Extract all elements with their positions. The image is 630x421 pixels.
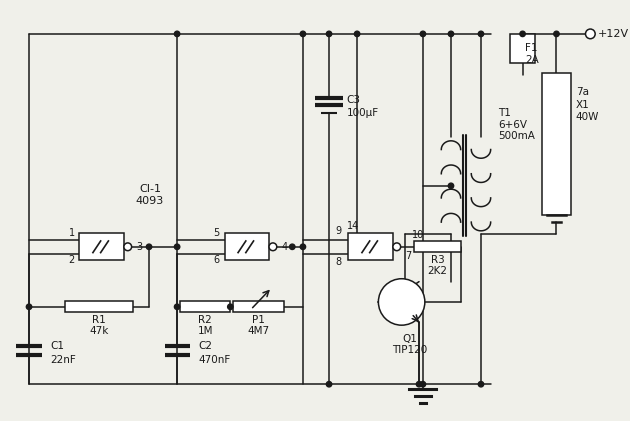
Circle shape [420, 381, 426, 387]
Circle shape [175, 31, 180, 37]
Circle shape [175, 244, 180, 250]
Text: 2A: 2A [525, 55, 539, 65]
Text: 2: 2 [69, 256, 75, 265]
Text: C2: C2 [198, 341, 212, 352]
Bar [180, 301, 231, 312]
Bar [414, 242, 461, 252]
Bar [65, 301, 132, 312]
Text: 3: 3 [136, 242, 142, 252]
Text: C1: C1 [50, 341, 64, 352]
Circle shape [146, 244, 152, 250]
Circle shape [124, 243, 132, 250]
Circle shape [379, 279, 425, 325]
Circle shape [478, 31, 484, 37]
Circle shape [449, 31, 454, 37]
Bar [233, 301, 284, 312]
Text: 9: 9 [336, 226, 342, 236]
Text: 1M: 1M [197, 326, 213, 336]
Text: 4M7: 4M7 [248, 326, 270, 336]
Text: 7a: 7a [576, 87, 589, 97]
Text: 8: 8 [336, 257, 342, 267]
Circle shape [290, 244, 295, 250]
Text: 6+6V: 6+6V [498, 120, 527, 130]
Text: 7: 7 [405, 251, 411, 261]
Text: Q1: Q1 [402, 334, 417, 344]
Circle shape [478, 381, 484, 387]
Circle shape [554, 31, 559, 37]
Text: R3: R3 [430, 256, 444, 265]
Text: 6: 6 [214, 256, 220, 265]
Text: TIP120: TIP120 [392, 345, 427, 355]
Text: 40W: 40W [576, 112, 599, 122]
Bar [348, 233, 393, 260]
Circle shape [355, 31, 360, 37]
Text: 22nF: 22nF [50, 355, 76, 365]
Text: 4093: 4093 [136, 196, 164, 206]
Circle shape [227, 304, 233, 309]
Text: 47k: 47k [89, 326, 108, 336]
Text: 5: 5 [214, 228, 220, 238]
Text: X1: X1 [576, 99, 590, 109]
Text: R2: R2 [198, 315, 212, 325]
Text: 14: 14 [347, 221, 359, 231]
Circle shape [269, 243, 277, 250]
Bar [510, 34, 535, 63]
Text: +12V: +12V [598, 29, 629, 39]
Text: CI-1: CI-1 [139, 184, 161, 194]
Bar [542, 72, 571, 215]
Bar [79, 233, 124, 260]
Text: 500mA: 500mA [498, 131, 536, 141]
Text: F1: F1 [525, 43, 538, 53]
Circle shape [585, 29, 595, 39]
Circle shape [420, 31, 426, 37]
Text: 100μF: 100μF [346, 108, 379, 118]
Circle shape [416, 381, 421, 387]
Circle shape [449, 183, 454, 189]
Text: C3: C3 [346, 95, 360, 105]
Text: P1: P1 [252, 315, 265, 325]
Circle shape [301, 31, 306, 37]
Text: T1: T1 [498, 108, 512, 118]
Circle shape [301, 244, 306, 250]
Text: 4: 4 [282, 242, 287, 252]
Text: R1: R1 [92, 315, 106, 325]
Circle shape [26, 304, 32, 309]
Circle shape [175, 304, 180, 309]
Text: 470nF: 470nF [198, 355, 231, 365]
Text: 10: 10 [412, 230, 424, 240]
Circle shape [393, 243, 401, 250]
Bar [224, 233, 269, 260]
Text: 1: 1 [69, 228, 75, 238]
Circle shape [326, 381, 332, 387]
Circle shape [326, 31, 332, 37]
Text: 2K2: 2K2 [427, 266, 447, 276]
Circle shape [520, 31, 525, 37]
